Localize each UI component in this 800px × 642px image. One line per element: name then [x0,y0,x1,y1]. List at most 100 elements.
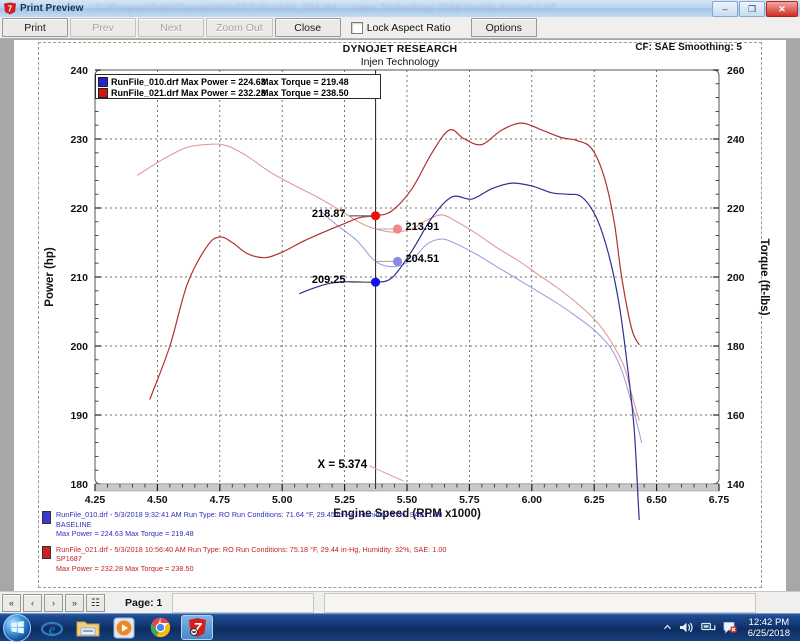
clock[interactable]: 12:42 PM 6/25/2018 [748,617,790,639]
show-desktop-button[interactable] [788,616,798,639]
window-subtitle: C:\ProgramData\Dynojet\WinPEP\RunFile_02… [89,3,557,14]
dynojet-app-icon[interactable]: 7 [181,615,213,640]
svg-text:220: 220 [727,203,745,215]
clock-time: 12:42 PM [748,616,790,628]
svg-text:5.75: 5.75 [459,494,480,506]
svg-text:220: 220 [70,203,88,215]
windows-explorer-icon[interactable] [73,616,103,639]
status-cell-left [172,593,315,613]
status-bar: « ‹ › » ☷ Page: 1 [0,591,800,614]
run-info-row: RunFile_010.drf - 5/3/2018 9:32:41 AM Ru… [42,510,742,539]
close-window-button[interactable]: ✕ [766,1,798,17]
svg-text:240: 240 [70,65,88,77]
svg-text:240: 240 [727,134,745,146]
preview-area[interactable]: DYNOJET RESEARCH Injen Technology CF: SA… [0,39,800,591]
minimize-button[interactable]: – [712,1,738,17]
title-bar: 7 Print Preview C:\ProgramData\Dynojet\W… [0,0,800,18]
svg-text:180: 180 [70,479,88,491]
lock-aspect-ratio-label: Lock Aspect Ratio [366,21,451,34]
clock-date: 6/25/2018 [747,627,790,639]
legend-run-label: RunFile_010.drf Max Power = 224.63 [111,76,266,87]
legend-swatch-icon [98,76,108,87]
legend-row: RunFile_021.drf Max Power = 232.28 Max T… [98,87,378,98]
print-button[interactable]: Print [2,18,68,37]
svg-text:260: 260 [727,65,745,77]
zoom-out-button: Zoom Out [206,18,273,37]
window-controls: – ❐ ✕ [712,1,798,17]
run-swatch-icon [42,511,51,524]
run-info-row: RunFile_021.drf - 5/3/2018 10:56:40 AM R… [42,545,742,574]
svg-text:6.25: 6.25 [584,494,605,506]
svg-text:Engine Speed (RPM x1000): Engine Speed (RPM x1000) [333,508,481,520]
volume-icon[interactable] [679,621,694,634]
print-page-icon[interactable]: ☷ [86,594,105,612]
options-button[interactable]: Options [470,18,537,37]
action-center-icon[interactable] [723,621,737,634]
maximize-button[interactable]: ❐ [739,1,765,17]
svg-text:210: 210 [70,272,88,284]
chart-canvas: 180 190 200 210 220 230 240 140 160 180 200 220 240 2… [44,65,770,520]
svg-text:e: e [49,622,56,638]
svg-text:5.50: 5.50 [397,494,418,506]
svg-text:190: 190 [70,410,88,422]
prev-page-button: Prev [70,18,136,37]
run-swatch-icon [42,545,51,559]
svg-text:5.00: 5.00 [272,494,293,506]
network-icon[interactable] [700,621,716,634]
legend-torque-label: Max Torque = 219.48 [261,76,349,87]
media-player-icon[interactable] [109,616,139,639]
lock-aspect-ratio-checkbox[interactable]: Lock Aspect Ratio [350,21,451,34]
run-conditions-text: RunFile_010.drf - 5/3/2018 9:32:41 AM Ru… [56,510,443,519]
callout-torque-blue: 204.51 [405,253,440,266]
callout-power-red: 218.87 [311,207,346,220]
run-max-text: Max Power = 232.28 Max Torque = 238.50 [56,563,194,573]
status-cell-right [324,593,757,613]
legend-torque-label: Max Torque = 238.50 [261,87,349,98]
run-max-text: Max Power = 224.63 Max Torque = 219.48 [56,529,194,539]
show-hidden-icons-icon[interactable] [663,623,672,632]
window-title: Print Preview [20,3,84,14]
svg-text:7: 7 [8,5,13,14]
svg-text:5.25: 5.25 [334,494,355,506]
svg-text:Power (hp): Power (hp) [44,247,56,307]
svg-text:140: 140 [727,479,745,491]
previous-page-button[interactable]: ‹ [23,594,42,612]
svg-text:4.75: 4.75 [210,494,231,506]
first-page-button[interactable]: « [2,594,21,612]
run-conditions-text: RunFile_021.drf - 5/3/2018 10:56:40 AM R… [56,544,447,554]
run-name-text: SP1687 [56,554,82,564]
correction-factor-label: CF: SAE Smoothing: 5 [635,42,742,53]
chrome-icon[interactable] [145,616,175,639]
svg-text:160: 160 [727,410,745,422]
run-info-panel: RunFile_010.drf - 5/3/2018 9:32:41 AM Ru… [42,510,742,580]
system-tray: 12:42 PM 6/25/2018 [663,614,800,641]
page-indicator: Page: 1 [125,597,163,609]
svg-text:230: 230 [70,134,88,146]
callout-torque-red: 213.91 [405,221,440,233]
start-button[interactable] [3,613,31,642]
legend-row: RunFile_010.drf Max Power = 224.63 Max T… [98,76,378,87]
svg-text:Torque (ft-lbs): Torque (ft-lbs) [758,238,770,315]
legend-swatch-icon [98,87,108,98]
svg-text:7: 7 [193,620,202,636]
chart-title: DYNOJET RESEARCH [342,43,458,55]
app-icon: 7 [3,2,17,15]
preview-page: DYNOJET RESEARCH Injen Technology CF: SA… [14,40,786,591]
last-page-button[interactable]: » [65,594,84,612]
next-page-button[interactable]: › [44,594,63,612]
svg-text:6.00: 6.00 [522,494,543,506]
dyno-plot: 180 190 200 210 220 230 240 140 160 180 200 220 240 2… [14,40,786,520]
svg-text:180: 180 [727,341,745,353]
close-preview-button[interactable]: Close [274,18,341,37]
chart-subtitle: Injen Technology [360,56,440,68]
svg-text:6.75: 6.75 [709,494,730,506]
preview-toolbar: Print Prev Next Zoom Out Close Lock Aspe… [0,17,800,39]
svg-text:4.50: 4.50 [147,494,168,506]
legend-run-label: RunFile_021.drf Max Power = 232.28 [111,87,266,98]
checkbox-icon[interactable] [350,21,363,34]
internet-explorer-icon[interactable]: e [37,616,67,639]
cursor-readout: X = 5.374 [317,459,368,471]
run-name-text: BASELINE [56,519,92,529]
chart-legend: RunFile_010.drf Max Power = 224.63 Max T… [95,74,381,99]
